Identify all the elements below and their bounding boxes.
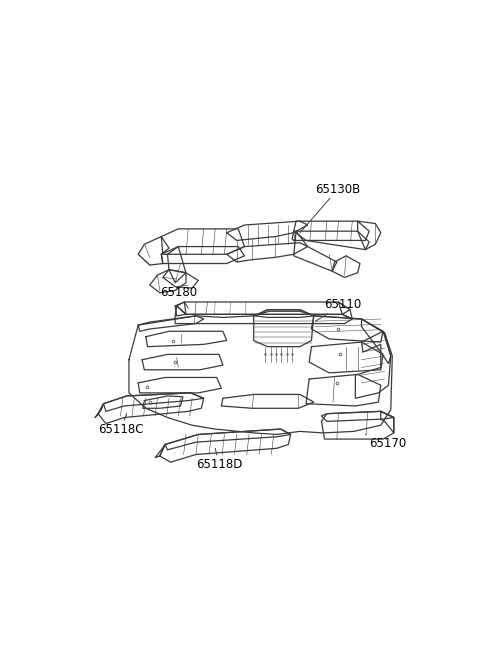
Text: 65180: 65180 [160,286,197,308]
Text: 65130B: 65130B [300,182,360,233]
Text: 65118D: 65118D [196,448,242,470]
Text: 65170: 65170 [365,434,407,450]
Text: 65118C: 65118C [98,414,144,436]
Text: 65110: 65110 [315,298,362,321]
